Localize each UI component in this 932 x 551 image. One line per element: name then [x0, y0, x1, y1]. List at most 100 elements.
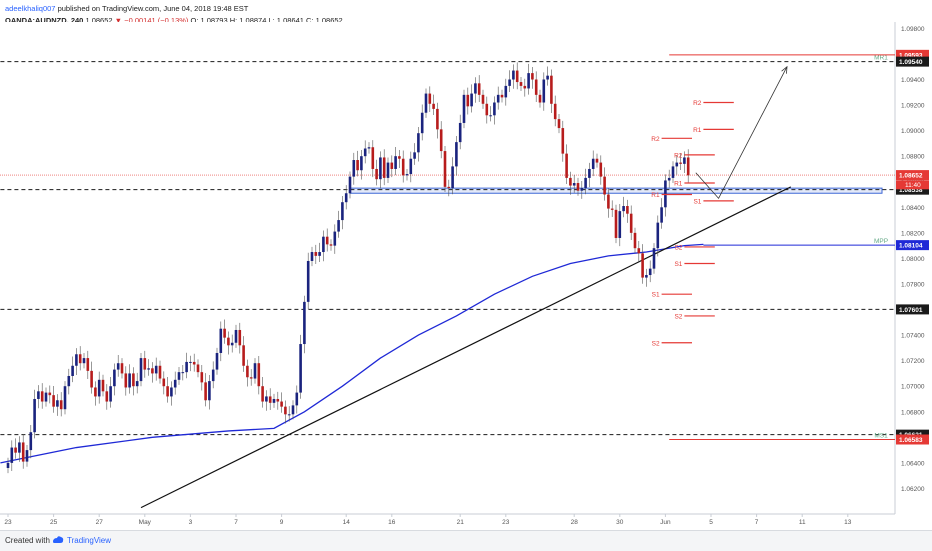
- candle-body: [565, 153, 568, 178]
- candle-body: [230, 342, 234, 346]
- x-tick-label: 5: [709, 519, 713, 526]
- candle-body: [447, 186, 451, 189]
- candle-body: [44, 392, 48, 402]
- candle-body: [59, 400, 63, 410]
- candle-body: [249, 377, 253, 379]
- x-tick-label: 7: [234, 519, 238, 526]
- candle-body: [531, 73, 534, 80]
- candle-body: [166, 386, 169, 397]
- candle-body: [78, 354, 82, 364]
- candle-body: [546, 75, 549, 80]
- candle-body: [29, 432, 33, 451]
- candle-body: [246, 365, 249, 378]
- candle-body: [124, 373, 128, 388]
- candle-body: [151, 368, 154, 374]
- price-tag-label: 1.08104: [899, 243, 923, 250]
- candle-body: [622, 206, 625, 212]
- price-tag: [896, 304, 929, 315]
- candle-body: [208, 381, 211, 401]
- y-tick-label: 1.07800: [901, 281, 925, 288]
- y-tick-label: 1.09200: [901, 103, 925, 110]
- plot-area: [0, 22, 895, 514]
- candle-body: [90, 370, 93, 388]
- tradingview-brand-link[interactable]: TradingView: [67, 536, 112, 545]
- price-tag: [896, 240, 929, 251]
- y-tick-label: 1.07200: [901, 358, 925, 365]
- pivot-label-R2: R2: [674, 152, 683, 159]
- candle-body: [25, 450, 29, 462]
- level-label-MR1: MR1: [874, 55, 888, 62]
- candle-body: [439, 129, 443, 152]
- candle-body: [299, 344, 302, 393]
- candle-body: [109, 386, 112, 402]
- y-tick-label: 1.08200: [901, 230, 925, 237]
- author-link[interactable]: adeelkhaliq007: [5, 4, 56, 13]
- candle-body: [584, 177, 587, 189]
- candle-body: [291, 405, 295, 415]
- candle-body: [569, 177, 572, 186]
- candle-body: [268, 396, 272, 403]
- symbol-line: OANDA:AUDNZD, 240 1.08652 ▼ −0.00141 (−0…: [5, 16, 343, 25]
- candle-body: [139, 358, 143, 382]
- candle-body: [363, 148, 367, 157]
- candle-body: [462, 94, 466, 123]
- price-change: −0.00141 (−0.13%): [124, 16, 189, 25]
- candle-body: [455, 142, 458, 167]
- candle-body: [519, 82, 523, 86]
- candle-body: [652, 248, 656, 269]
- candle-body: [185, 361, 188, 373]
- candle-body: [542, 79, 546, 103]
- candle-body: [561, 128, 565, 154]
- candle-body: [48, 392, 52, 396]
- candle-body: [493, 102, 496, 116]
- candle-body: [534, 79, 538, 95]
- price-chart[interactable]: 1.098001.096001.094001.092001.090001.088…: [0, 0, 932, 530]
- publish-info: published on TradingView.com, June 04, 2…: [57, 4, 249, 13]
- x-tick-label: 23: [502, 519, 510, 526]
- candle-body: [356, 160, 359, 171]
- candle-body: [162, 378, 166, 387]
- candle-body: [633, 232, 637, 249]
- pivot-label-S2: S2: [674, 244, 682, 251]
- candle-body: [67, 375, 71, 387]
- candle-body: [683, 157, 686, 164]
- price-tag: [896, 49, 929, 60]
- candle-body: [261, 386, 264, 402]
- candle-body: [629, 213, 633, 233]
- candle-body: [173, 379, 177, 388]
- candle-body: [512, 70, 515, 80]
- candle-body: [481, 94, 485, 104]
- candle-body: [310, 252, 314, 261]
- candle-body: [667, 177, 671, 181]
- candle-body: [428, 93, 432, 104]
- pivot-label-R1: R1: [651, 192, 660, 199]
- candle-body: [170, 387, 173, 397]
- candle-body: [626, 206, 629, 214]
- candle-body: [538, 94, 542, 103]
- price-tag-label: 1.09540: [899, 59, 923, 66]
- candle-body: [432, 103, 435, 109]
- candle-body: [686, 157, 690, 176]
- y-tick-label: 1.06400: [901, 460, 925, 467]
- candle-body: [344, 193, 348, 203]
- candle-body: [637, 248, 641, 254]
- candle-body: [21, 442, 25, 462]
- candle-body: [607, 194, 610, 209]
- candle-body: [489, 115, 492, 117]
- candle-body: [523, 85, 527, 89]
- candle-body: [500, 94, 504, 98]
- price-tag-label: 1.07601: [899, 307, 923, 314]
- candle-body: [135, 381, 139, 387]
- candle-body: [401, 158, 405, 176]
- candle-body: [6, 462, 10, 468]
- tradingview-logo-icon: [53, 536, 64, 543]
- candle-body: [641, 253, 644, 278]
- candle-body: [329, 244, 333, 246]
- candle-body: [314, 252, 318, 256]
- candle-body: [63, 386, 67, 410]
- candle-body: [451, 166, 454, 189]
- candle-body: [614, 209, 618, 238]
- candle-body: [306, 260, 310, 302]
- candle-body: [360, 156, 363, 171]
- projection-path: [695, 66, 788, 200]
